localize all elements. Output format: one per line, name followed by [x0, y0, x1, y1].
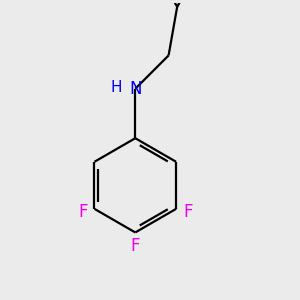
Text: F: F	[78, 203, 88, 221]
Text: F: F	[130, 237, 140, 255]
Text: N: N	[129, 80, 142, 98]
Text: F: F	[183, 203, 193, 221]
Text: H: H	[110, 80, 122, 95]
